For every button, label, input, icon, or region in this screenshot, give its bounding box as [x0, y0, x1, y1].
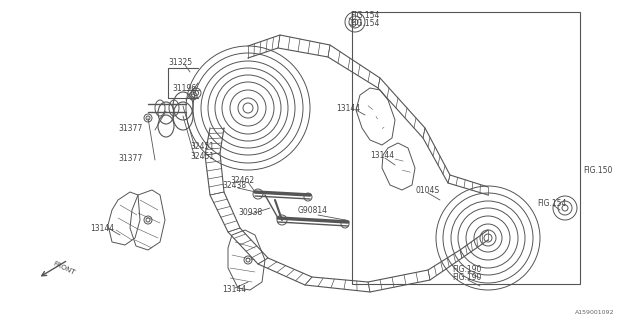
Text: 31377: 31377	[118, 154, 142, 163]
Text: 13144: 13144	[336, 103, 360, 113]
Text: 0104S: 0104S	[415, 186, 439, 195]
Text: 30938: 30938	[238, 207, 262, 217]
Text: 13144: 13144	[370, 150, 394, 159]
Text: A159001092: A159001092	[575, 309, 614, 315]
Text: 32451: 32451	[190, 141, 214, 150]
Text: FIG.150: FIG.150	[583, 165, 612, 174]
Text: FIG.154: FIG.154	[350, 11, 380, 20]
Text: FRONT: FRONT	[52, 260, 76, 276]
Text: 13144: 13144	[90, 223, 114, 233]
Text: 13144: 13144	[222, 285, 246, 294]
Text: G90814: G90814	[298, 205, 328, 214]
Text: 32451: 32451	[190, 151, 214, 161]
Text: 31377: 31377	[118, 124, 142, 132]
Text: FIG.154: FIG.154	[537, 198, 566, 207]
Bar	[352, 12, 580, 284]
Text: FIG.154: FIG.154	[350, 19, 380, 28]
Text: 32438: 32438	[222, 180, 246, 189]
Text: 32462: 32462	[230, 175, 254, 185]
Text: 31325: 31325	[168, 58, 192, 67]
Text: FIG.190: FIG.190	[452, 266, 481, 275]
Text: FIG.190: FIG.190	[452, 274, 481, 283]
Text: 31196: 31196	[172, 84, 196, 92]
